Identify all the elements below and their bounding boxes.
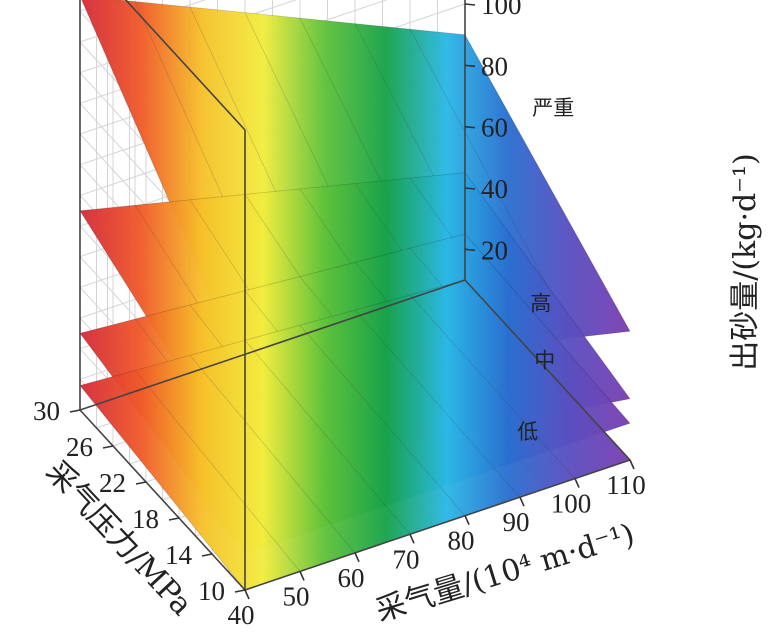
box-edge xyxy=(79,409,246,591)
surface-layer xyxy=(79,0,631,591)
surface-label-1: 严重 xyxy=(532,96,574,120)
contour-line xyxy=(244,340,411,535)
y-tick-mark xyxy=(102,445,114,449)
y-tick-mark xyxy=(168,517,180,521)
x-tick-label: 50 xyxy=(283,581,310,611)
x-tick-mark xyxy=(519,496,525,507)
x-tick-label: 70 xyxy=(393,544,420,574)
x-tick-label: 100 xyxy=(551,489,592,519)
y-tick-mark xyxy=(234,589,246,593)
z-tick-mark xyxy=(464,248,476,252)
z-tick-label: 40 xyxy=(481,174,508,204)
box-edge xyxy=(244,459,631,591)
x-tick-mark xyxy=(299,571,305,581)
x-tick-label: 40 xyxy=(228,600,255,630)
z-tick-mark xyxy=(464,3,476,6)
y-tick-label: 30 xyxy=(33,396,60,426)
y-tick-label: 10 xyxy=(198,576,225,606)
y-tick-mark xyxy=(201,553,213,557)
x-tick-mark xyxy=(409,533,415,544)
axis-layer xyxy=(69,0,635,600)
contour-line xyxy=(354,309,521,498)
x-tick-mark xyxy=(629,459,635,470)
x-tick-label: 90 xyxy=(503,507,530,537)
z-axis-title: 出砂量/(kg·d⁻¹) xyxy=(728,153,763,371)
x-tick-label: 60 xyxy=(338,563,365,593)
z-tick-label: 80 xyxy=(481,51,508,81)
contour-line xyxy=(189,355,356,554)
z-tick-label: 20 xyxy=(481,235,508,265)
x-tick-mark xyxy=(574,478,580,488)
box-edge xyxy=(124,0,246,131)
contour-line xyxy=(299,324,466,516)
z-tick-label: 60 xyxy=(481,113,508,143)
y-tick-label: 14 xyxy=(165,540,193,570)
y-tick-label: 26 xyxy=(66,432,93,462)
box-edge xyxy=(79,279,466,411)
x-tick-label: 80 xyxy=(448,526,475,556)
z-tick-mark xyxy=(464,125,476,129)
x-tick-mark xyxy=(244,589,250,600)
z-tick-mark xyxy=(464,64,476,68)
surface-label-4: 低 xyxy=(517,420,538,444)
z-tick-mark xyxy=(464,187,476,190)
y-tick-label: 22 xyxy=(99,468,126,498)
x-tick-mark xyxy=(464,515,470,526)
contour-line xyxy=(409,294,576,479)
y-tick-label: 18 xyxy=(132,504,159,534)
box-edge xyxy=(464,279,631,461)
surface-label-2: 高 xyxy=(530,292,551,316)
y-tick-mark xyxy=(69,409,81,413)
x-tick-mark xyxy=(354,552,360,563)
surface-label-3: 中 xyxy=(534,349,555,373)
y-tick-mark xyxy=(135,481,147,485)
x-tick-label: 110 xyxy=(606,470,646,500)
z-tick-label: 100 xyxy=(481,0,522,20)
contour-line xyxy=(134,370,301,572)
